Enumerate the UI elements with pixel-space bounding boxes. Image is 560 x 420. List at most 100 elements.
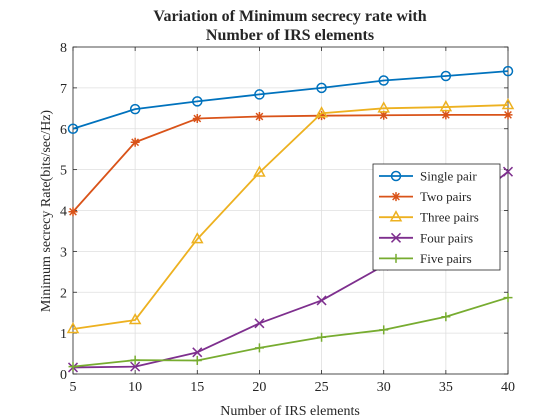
marker-shape bbox=[501, 97, 515, 110]
marker-shape bbox=[68, 362, 78, 372]
data-point-four-pairs bbox=[254, 318, 265, 329]
marker-shape bbox=[441, 312, 451, 322]
data-point-three-pairs bbox=[315, 106, 328, 118]
data-point-two-pairs bbox=[192, 114, 202, 124]
marker-shape bbox=[502, 65, 514, 77]
marker-shape bbox=[391, 192, 401, 202]
data-point-single-pair bbox=[254, 89, 265, 100]
marker-shape bbox=[66, 321, 80, 334]
marker-shape bbox=[317, 332, 327, 342]
x-tick-label: 35 bbox=[439, 380, 453, 395]
data-point-five-pairs bbox=[379, 325, 389, 335]
y-tick-label: 1 bbox=[60, 327, 67, 342]
data-point-three-pairs bbox=[253, 165, 266, 177]
marker-shape bbox=[192, 347, 203, 358]
data-point-four-pairs bbox=[192, 347, 203, 358]
x-tick-label: 25 bbox=[315, 380, 329, 395]
data-point-three-pairs bbox=[191, 232, 204, 244]
marker-shape bbox=[128, 313, 142, 325]
marker-shape bbox=[254, 111, 264, 121]
legend-marker-five-pairs bbox=[391, 253, 401, 263]
y-tick-label: 0 bbox=[60, 368, 67, 383]
data-point-single-pair bbox=[440, 70, 452, 82]
legend-marker-single-pair bbox=[390, 170, 402, 182]
marker-shape bbox=[192, 114, 202, 124]
marker-shape bbox=[503, 110, 513, 120]
marker-shape bbox=[130, 137, 140, 147]
marker-shape bbox=[379, 110, 389, 120]
data-point-three-pairs bbox=[66, 321, 80, 334]
marker-shape bbox=[390, 170, 402, 182]
marker-shape bbox=[68, 207, 78, 217]
marker-shape bbox=[130, 355, 140, 365]
data-point-single-pair bbox=[378, 75, 389, 86]
data-point-two-pairs bbox=[441, 110, 451, 120]
data-point-three-pairs bbox=[501, 97, 515, 110]
chart-title-line-2: Number of IRS elements bbox=[206, 27, 374, 44]
marker-shape bbox=[441, 110, 451, 120]
data-point-two-pairs bbox=[130, 137, 140, 147]
y-tick-label: 7 bbox=[60, 82, 67, 97]
y-tick-label: 4 bbox=[60, 205, 67, 220]
legend-marker-three-pairs bbox=[389, 210, 403, 222]
marker-shape bbox=[390, 232, 402, 243]
data-point-five-pairs bbox=[503, 293, 513, 303]
legend-marker-two-pairs bbox=[391, 192, 401, 202]
series-line-five-pairs bbox=[72, 296, 509, 368]
legend-label-single-pair: Single pair bbox=[420, 169, 477, 184]
marker-shape bbox=[130, 361, 141, 372]
data-point-three-pairs bbox=[128, 313, 142, 325]
marker-shape bbox=[129, 103, 141, 115]
x-tick-label: 10 bbox=[128, 380, 142, 395]
legend-marker-four-pairs bbox=[390, 232, 402, 243]
marker-shape bbox=[253, 165, 266, 177]
marker-shape bbox=[378, 75, 389, 86]
marker-shape bbox=[391, 253, 401, 263]
marker-shape bbox=[379, 325, 389, 335]
data-point-single-pair bbox=[67, 123, 79, 134]
y-tick-label: 5 bbox=[60, 164, 67, 179]
marker-shape bbox=[389, 210, 403, 222]
x-axis-label: Number of IRS elements bbox=[220, 404, 360, 419]
data-point-two-pairs bbox=[254, 111, 264, 121]
data-point-two-pairs bbox=[68, 207, 78, 217]
data-point-single-pair bbox=[192, 96, 203, 107]
marker-shape bbox=[503, 293, 513, 303]
marker-shape bbox=[315, 106, 328, 118]
y-tick-label: 2 bbox=[60, 286, 67, 301]
data-point-four-pairs bbox=[316, 295, 327, 306]
marker-shape bbox=[377, 101, 390, 113]
x-tick-label: 20 bbox=[252, 380, 266, 395]
data-point-four-pairs bbox=[130, 361, 141, 372]
data-point-four-pairs bbox=[502, 166, 514, 177]
data-point-five-pairs bbox=[317, 332, 327, 342]
data-point-five-pairs bbox=[254, 343, 264, 353]
y-tick-label: 6 bbox=[60, 123, 67, 138]
legend: Single pair Two pairs Three pairs Four pair… bbox=[372, 163, 501, 271]
legend-label-four-pairs: Four pairs bbox=[420, 230, 473, 245]
data-point-three-pairs bbox=[377, 101, 390, 113]
data-point-five-pairs bbox=[441, 312, 451, 322]
marker-shape bbox=[192, 356, 202, 366]
legend-label-three-pairs: Three pairs bbox=[420, 210, 479, 225]
marker-shape bbox=[317, 111, 327, 121]
marker-shape bbox=[254, 343, 264, 353]
data-point-three-pairs bbox=[439, 100, 453, 112]
chart-title-line-1: Variation of Minimum secrecy rate with bbox=[153, 8, 426, 25]
legend-label-five-pairs: Five pairs bbox=[420, 251, 472, 266]
marker-shape bbox=[254, 318, 265, 329]
marker-shape bbox=[439, 100, 453, 112]
marker-shape bbox=[191, 232, 204, 244]
series-line-three-pairs bbox=[72, 104, 509, 330]
data-point-two-pairs bbox=[379, 110, 389, 120]
marker-shape bbox=[192, 96, 203, 107]
marker-shape bbox=[67, 123, 79, 134]
marker-shape bbox=[316, 295, 327, 306]
data-point-five-pairs bbox=[68, 362, 78, 372]
data-point-two-pairs bbox=[503, 110, 513, 120]
data-point-five-pairs bbox=[192, 356, 202, 366]
data-point-two-pairs bbox=[317, 111, 327, 121]
x-tick-label: 5 bbox=[70, 380, 77, 395]
data-point-single-pair bbox=[316, 82, 327, 94]
